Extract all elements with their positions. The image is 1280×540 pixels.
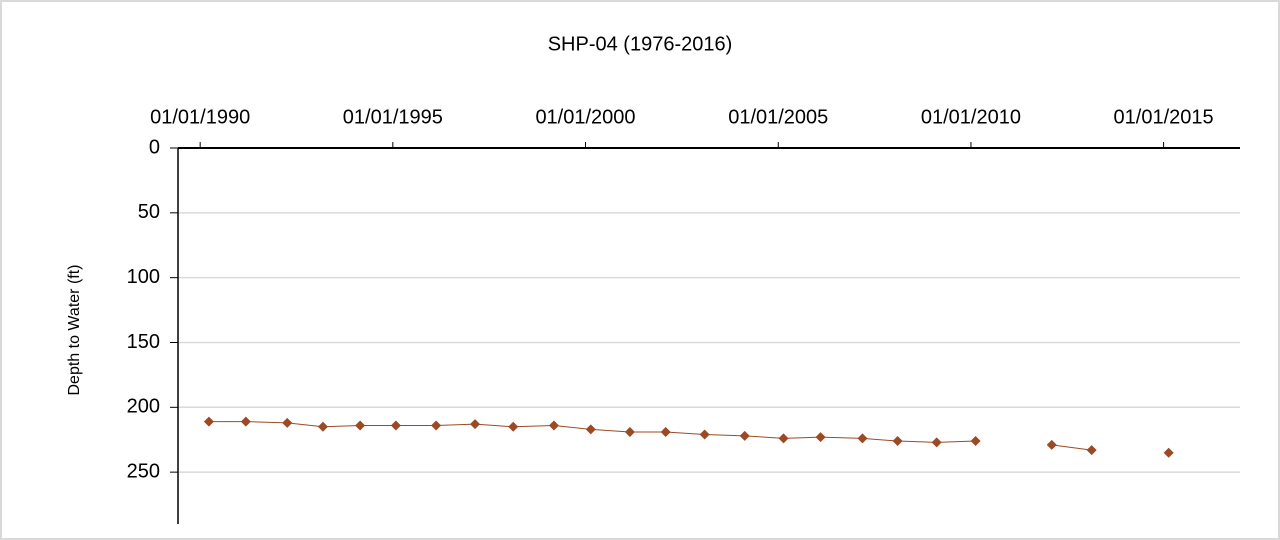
x-tick-label: 01/01/2005: [728, 106, 828, 128]
data-point: [317, 421, 328, 432]
x-tick-label: 01/01/1990: [150, 106, 250, 128]
y-tick-label: 150: [127, 331, 160, 353]
data-point: [970, 436, 981, 447]
data-point: [699, 429, 710, 440]
y-tick-label: 250: [127, 460, 160, 482]
data-point: [815, 432, 826, 443]
data-point: [931, 437, 942, 448]
data-point: [624, 426, 635, 437]
data-point: [1086, 445, 1097, 456]
x-tick-label: 01/01/2000: [535, 106, 635, 128]
data-point: [660, 426, 671, 437]
data-point: [470, 419, 481, 430]
chart-title: SHP-04 (1976-2016): [548, 33, 733, 55]
y-tick-label: 100: [127, 266, 160, 288]
data-point: [282, 417, 293, 428]
y-tick-label: 50: [138, 201, 160, 223]
y-tick-label: 0: [149, 136, 160, 158]
y-tick-label: 200: [127, 396, 160, 418]
data-point: [857, 433, 868, 444]
data-point: [739, 430, 750, 441]
data-point: [1046, 439, 1057, 450]
data-point: [390, 420, 401, 431]
data-point: [355, 420, 366, 431]
x-tick-label: 01/01/1995: [343, 106, 443, 128]
data-point: [431, 420, 442, 431]
x-tick-label: 01/01/2010: [921, 106, 1021, 128]
data-point: [548, 420, 559, 431]
series-line: [1051, 444, 1092, 451]
data-point: [203, 416, 214, 427]
data-point: [240, 416, 251, 427]
data-point: [778, 433, 789, 444]
data-point: [1163, 447, 1174, 458]
data-point: [892, 436, 903, 447]
data-point: [585, 424, 596, 435]
y-axis-title: Depth to Water (ft): [66, 265, 83, 396]
x-tick-label: 01/01/2015: [1114, 106, 1214, 128]
data-point: [508, 421, 519, 432]
